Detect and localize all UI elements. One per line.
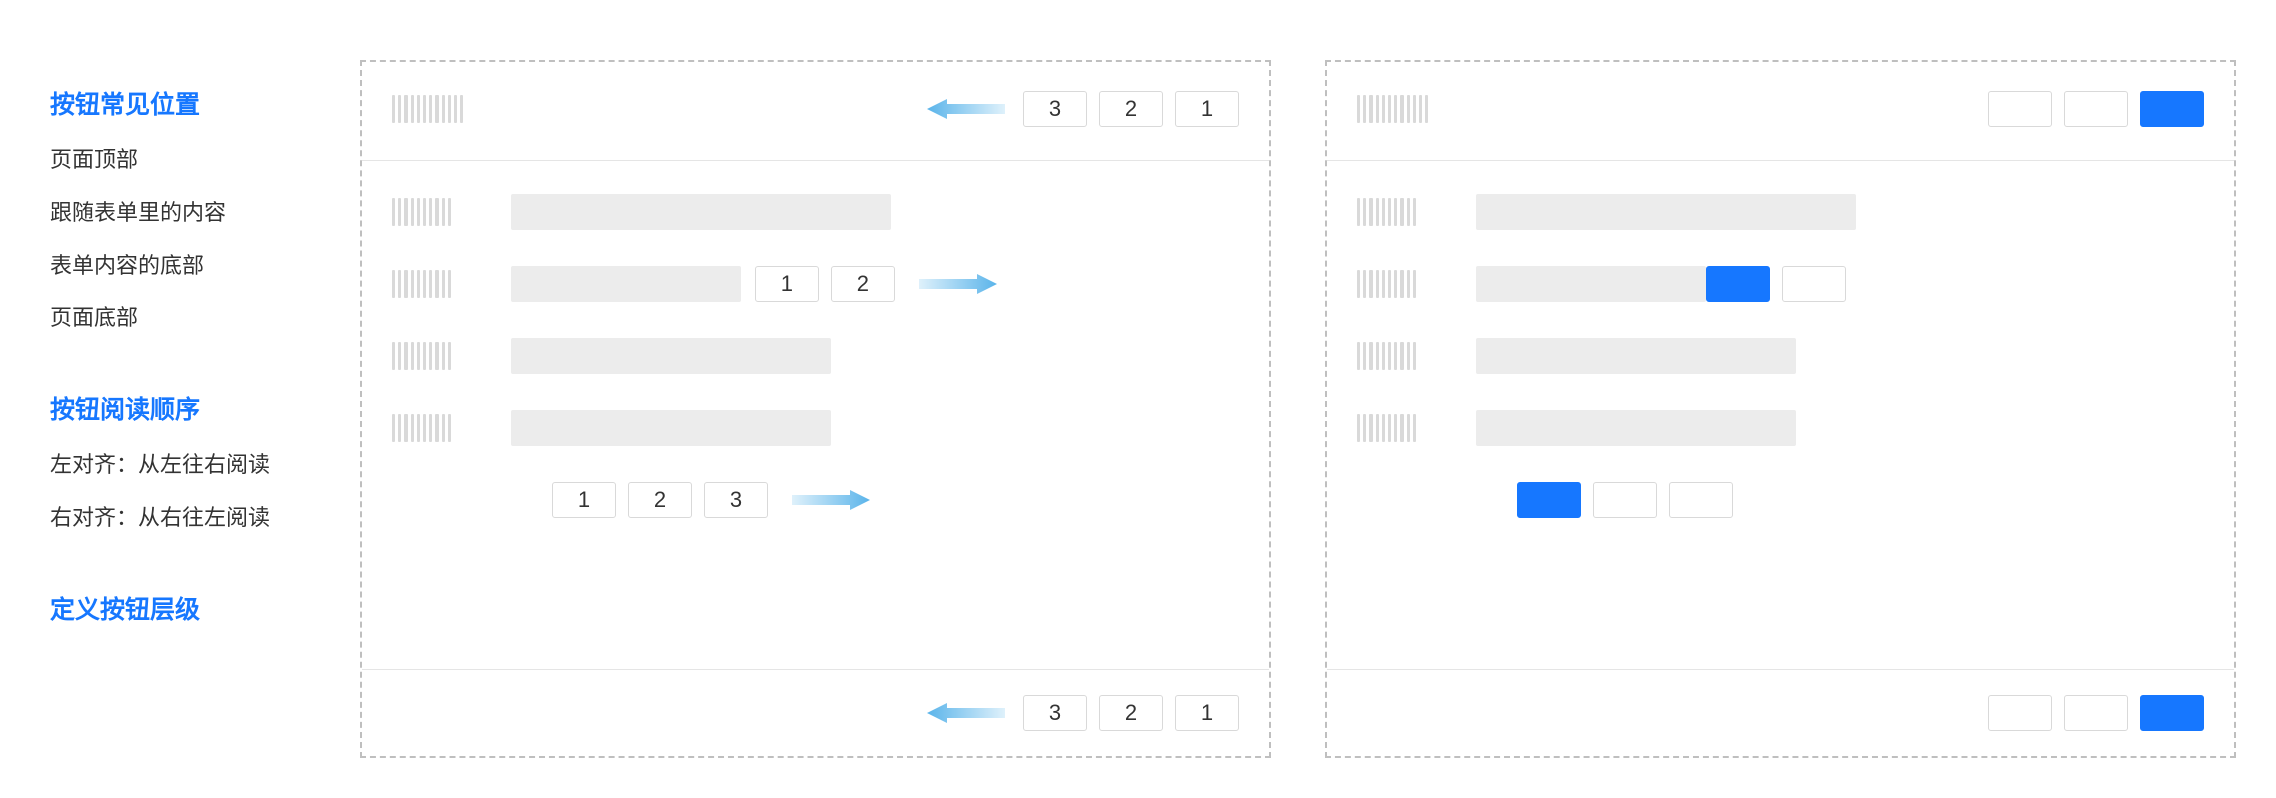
input-placeholder (1476, 410, 1796, 446)
input-placeholder (511, 410, 831, 446)
button-group-top (1988, 91, 2204, 127)
footer-row (1357, 692, 2204, 734)
form-row-with-buttons (1357, 263, 2204, 305)
button-secondary[interactable] (2064, 695, 2128, 731)
label-placeholder (392, 414, 451, 442)
button-3[interactable]: 3 (1023, 91, 1087, 127)
form-row (392, 191, 1239, 233)
form-bottom-buttons: 1 2 3 (392, 479, 1239, 521)
button-primary[interactable] (1706, 266, 1770, 302)
form-row (1357, 335, 2204, 377)
input-placeholder (511, 266, 741, 302)
section-item: 左对齐：从左往右阅读 (50, 450, 360, 481)
button-1[interactable]: 1 (1175, 91, 1239, 127)
button-secondary[interactable] (1988, 695, 2052, 731)
button-group-top: 3 2 1 (1023, 91, 1239, 127)
section-title-2: 按钮阅读顺序 (50, 390, 360, 426)
button-primary[interactable] (2140, 91, 2204, 127)
form-row (1357, 191, 2204, 233)
button-group-footer (1988, 695, 2204, 731)
button-secondary[interactable] (1988, 91, 2052, 127)
label-placeholder (1357, 95, 1428, 123)
button-1[interactable]: 1 (1175, 695, 1239, 731)
button-secondary[interactable] (1782, 266, 1846, 302)
divider (362, 160, 1269, 161)
divider (1327, 160, 2234, 161)
label-placeholder (392, 95, 463, 123)
button-3[interactable]: 3 (1023, 695, 1087, 731)
form-bottom-buttons (1357, 479, 2204, 521)
divider (1327, 669, 2234, 670)
button-1[interactable]: 1 (552, 482, 616, 518)
button-1[interactable]: 1 (755, 266, 819, 302)
header-row: 3 2 1 (392, 88, 1239, 130)
button-2[interactable]: 2 (831, 266, 895, 302)
arrow-right-icon (919, 271, 997, 297)
input-placeholder (511, 338, 831, 374)
label-placeholder (392, 198, 451, 226)
button-group-footer: 3 2 1 (1023, 695, 1239, 731)
sidebar: 按钮常见位置 页面顶部 跟随表单里的内容 表单内容的底部 页面底部 按钮阅读顺序… (50, 60, 360, 758)
arrow-right-icon (792, 487, 870, 513)
section-item: 表单内容的底部 (50, 251, 360, 282)
label-placeholder (1357, 414, 1416, 442)
section-item: 页面底部 (50, 303, 360, 334)
footer-row: 3 2 1 (392, 692, 1239, 734)
button-group-inline: 1 2 (755, 266, 895, 302)
section-positions: 按钮常见位置 页面顶部 跟随表单里的内容 表单内容的底部 页面底部 (50, 85, 360, 334)
panel-colored (1325, 60, 2236, 758)
label-placeholder (1357, 198, 1416, 226)
button-group-inline (1706, 266, 1846, 302)
arrow-left-icon (927, 700, 1005, 726)
form-row (392, 335, 1239, 377)
section-item: 页面顶部 (50, 145, 360, 176)
input-placeholder (1476, 338, 1796, 374)
form-row (1357, 407, 2204, 449)
header-row (1357, 88, 2204, 130)
button-secondary[interactable] (1669, 482, 1733, 518)
button-primary[interactable] (2140, 695, 2204, 731)
form-row (392, 407, 1239, 449)
button-2[interactable]: 2 (1099, 91, 1163, 127)
panel-numbered: 3 2 1 1 2 (360, 60, 1271, 758)
label-placeholder (1357, 342, 1416, 370)
button-2[interactable]: 2 (1099, 695, 1163, 731)
section-title-3: 定义按钮层级 (50, 590, 360, 626)
divider (362, 669, 1269, 670)
button-primary[interactable] (1517, 482, 1581, 518)
label-placeholder (1357, 270, 1416, 298)
button-2[interactable]: 2 (628, 482, 692, 518)
input-placeholder (1476, 194, 1856, 230)
form-row-with-buttons: 1 2 (392, 263, 1239, 305)
section-title-1: 按钮常见位置 (50, 85, 360, 121)
label-placeholder (392, 270, 451, 298)
input-placeholder (1476, 266, 1706, 302)
button-secondary[interactable] (1593, 482, 1657, 518)
button-group-bottom: 1 2 3 (552, 482, 768, 518)
section-item: 跟随表单里的内容 (50, 198, 360, 229)
input-placeholder (511, 194, 891, 230)
arrow-left-icon (927, 96, 1005, 122)
section-item: 右对齐：从右往左阅读 (50, 503, 360, 534)
section-reading-order: 按钮阅读顺序 左对齐：从左往右阅读 右对齐：从右往左阅读 (50, 390, 360, 534)
panels-container: 3 2 1 1 2 (360, 60, 2236, 758)
button-secondary[interactable] (2064, 91, 2128, 127)
label-placeholder (392, 342, 451, 370)
button-3[interactable]: 3 (704, 482, 768, 518)
button-group-bottom (1517, 482, 1733, 518)
section-hierarchy: 定义按钮层级 (50, 590, 360, 626)
